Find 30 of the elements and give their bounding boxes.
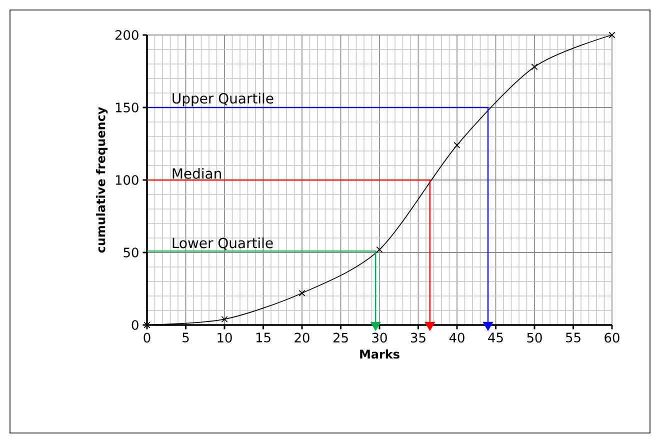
x-tick-label: 40 [449,332,464,343]
x-tick-label: 60 [604,332,620,343]
x-axis-title: Marks [360,349,400,359]
point [454,142,460,148]
y-tick-label: 100 [116,175,138,185]
x-tick-label: 45 [488,332,503,342]
x-tick-label: 25 [333,332,348,343]
x-tick-label: 30 [372,332,387,343]
x-tick-label: 35 [410,332,426,343]
point [608,32,616,38]
series-label: Upper Quartile [172,92,274,106]
x-tick-label: 20 [294,332,310,343]
y-tick-label: 200 [115,30,138,40]
x-tick-label: 5 [182,332,189,342]
x-tick-label: 55 [566,332,580,342]
series-label: Median [172,168,221,179]
point [144,322,150,328]
y-tick-label: 0 [132,320,138,330]
x-tick-label: 0 [144,332,150,343]
point [221,316,228,322]
series-label: Lower Quartile [172,237,273,250]
point [531,64,538,70]
point [298,290,306,296]
y-tick-label: 50 [124,248,138,258]
x-tick-label: 50 [527,332,542,343]
point [376,246,383,253]
y-tick-label: 150 [116,102,138,112]
x-tick-label: 10 [218,332,232,343]
y-axis-title: cumulative frequency [96,107,108,253]
x-tick-label: 15 [256,332,270,342]
